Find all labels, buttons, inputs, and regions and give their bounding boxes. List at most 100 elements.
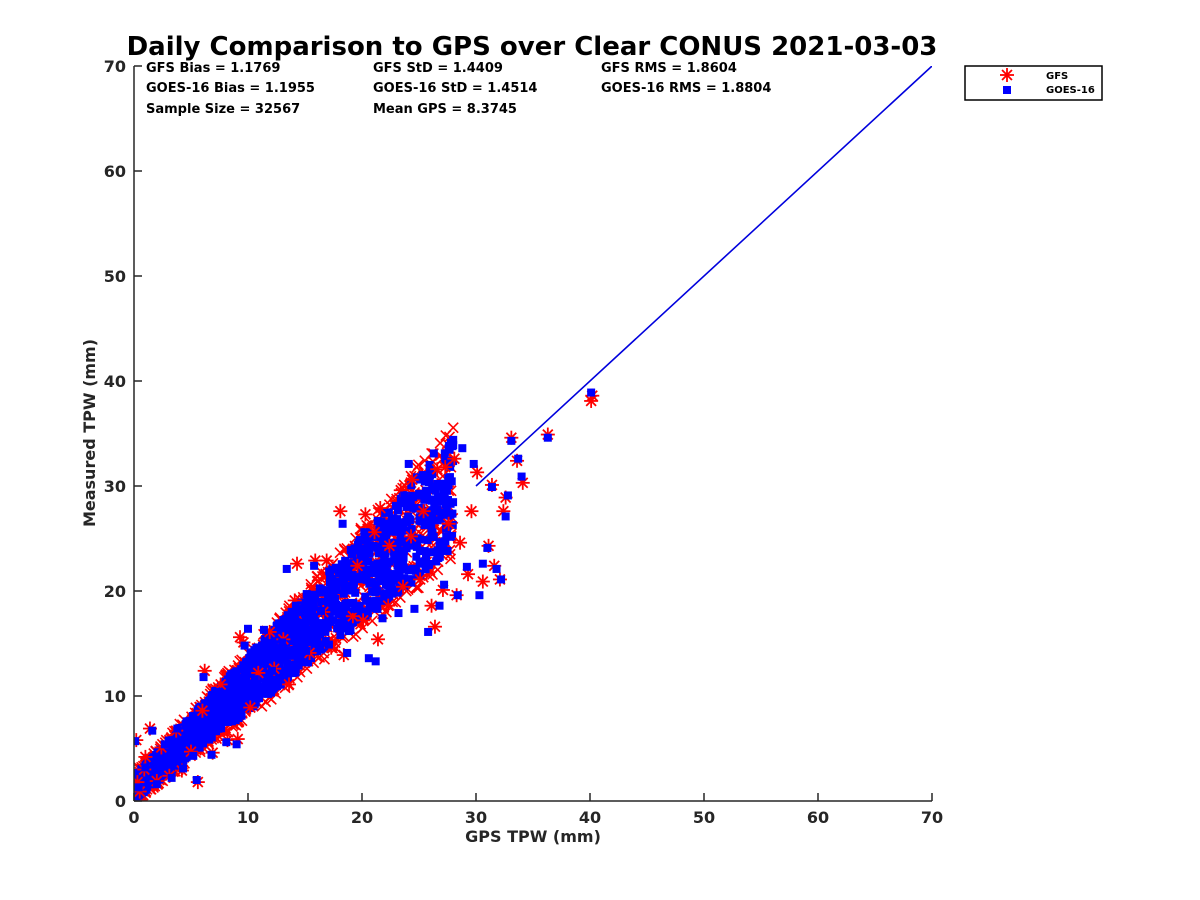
legend-marker-gfs — [1000, 68, 1014, 82]
goes16-point — [429, 449, 438, 458]
scatter-layer — [134, 388, 600, 801]
goes16-point — [458, 444, 467, 453]
goes16-point — [440, 580, 449, 589]
goes16-point — [503, 491, 512, 500]
legend-box — [964, 65, 1103, 101]
goes16-point — [404, 459, 413, 468]
goes16-point — [328, 580, 337, 589]
gfs-point — [413, 572, 428, 587]
gfs-point — [430, 462, 445, 477]
goes16-point — [338, 519, 347, 528]
goes16-point — [394, 609, 403, 618]
goes16-point — [427, 496, 436, 505]
goes16-point — [179, 764, 188, 773]
gfs-point — [382, 538, 397, 553]
legend-label-goes16: GOES-16 — [1046, 85, 1095, 96]
goes16-point — [316, 606, 325, 615]
goes16-point — [259, 625, 268, 634]
goes16-point — [240, 641, 249, 650]
goes16-point — [487, 483, 496, 492]
stat-goes16-std: GOES-16 StD = 1.4514 — [373, 81, 537, 96]
x-tick-label: 70 — [921, 808, 943, 827]
goes16-point — [475, 591, 484, 600]
goes16-point — [410, 604, 419, 613]
goes16-point — [400, 491, 409, 500]
goes16-point — [199, 673, 208, 682]
goes16-point — [381, 580, 390, 589]
goes16-point — [543, 433, 552, 442]
gfs-point — [381, 598, 396, 613]
gfs-point — [282, 677, 297, 692]
goes16-point — [214, 687, 223, 696]
goes16-point — [189, 751, 198, 760]
x-tick-label: 50 — [693, 808, 715, 827]
goes16-point — [302, 646, 311, 655]
goes16-point — [134, 737, 140, 746]
goes16-point — [492, 564, 501, 573]
goes16-point — [250, 675, 259, 684]
goes16-point — [417, 559, 426, 568]
stat-gfs-rms: GFS RMS = 1.8604 — [601, 61, 737, 76]
goes16-point — [148, 726, 157, 735]
goes16-point — [343, 648, 352, 657]
reference-line-layer — [475, 66, 932, 487]
goes16-point — [134, 783, 143, 792]
goes16-point — [232, 740, 241, 749]
y-tick-label: 60 — [104, 162, 126, 181]
ticks: 0 10 20 30 40 50 60 70 0 10 20 30 40 50 60 70 — [104, 57, 943, 827]
stat-sample-size: Sample Size = 32567 — [146, 102, 300, 117]
y-tick-label: 40 — [104, 372, 126, 391]
gfs-point — [464, 504, 479, 519]
y-tick-label: 30 — [104, 477, 126, 496]
legend: GFS GOES-16 — [964, 65, 1103, 101]
x-tick-label: 40 — [579, 808, 601, 827]
gfs-point — [475, 574, 490, 589]
y-tick-label: 70 — [104, 57, 126, 76]
goes16-point — [378, 614, 387, 623]
gfs-point — [195, 703, 210, 718]
gfs-point — [358, 507, 373, 522]
gfs-point — [438, 460, 453, 475]
chart-title: Daily Comparison to GPS over Clear CONUS… — [127, 32, 938, 62]
y-tick-label: 10 — [104, 687, 126, 706]
goes16-point — [310, 561, 319, 570]
goes16-point — [173, 724, 182, 733]
goes16-point — [449, 441, 458, 450]
goes16-point — [351, 604, 360, 613]
axes — [133, 66, 932, 802]
legend-label-gfs: GFS — [1046, 71, 1068, 82]
x-axis-label: GPS TPW (mm) — [465, 827, 601, 846]
goes16-point — [444, 444, 453, 453]
gfs-point — [396, 579, 411, 594]
goes16-point — [291, 601, 300, 610]
gfs-point — [416, 504, 431, 519]
gfs-point — [367, 525, 382, 540]
goes16-point — [483, 543, 492, 552]
gfs-point — [453, 535, 468, 550]
statistics-block: GFS Bias = 1.1769 GFS StD = 1.4409 GFS R… — [146, 61, 771, 117]
y-tick-label: 50 — [104, 267, 126, 286]
stat-goes16-rms: GOES-16 RMS = 1.8804 — [601, 81, 771, 96]
goes16-point — [141, 763, 150, 772]
goes16-point — [207, 750, 216, 759]
y-tick-label: 0 — [115, 792, 126, 811]
y-axis-label: Measured TPW (mm) — [80, 339, 99, 527]
goes16-point — [267, 666, 276, 675]
goes16-point — [435, 601, 444, 610]
gfs-point — [350, 558, 365, 573]
goes16-point — [462, 562, 471, 571]
legend-marker-goes16 — [1003, 86, 1011, 94]
gfs-point — [290, 556, 305, 571]
goes16-point — [497, 575, 506, 584]
goes16-point — [507, 436, 516, 445]
legend-markers — [1000, 68, 1014, 94]
gfs-point — [447, 451, 462, 466]
goes16-point — [278, 638, 287, 647]
stat-gfs-bias: GFS Bias = 1.1769 — [146, 61, 280, 76]
gfs-point — [370, 632, 385, 647]
gfs-point — [405, 472, 420, 487]
x-tick-label: 10 — [237, 808, 259, 827]
gfs-point — [333, 504, 348, 519]
stat-mean-gps: Mean GPS = 8.3745 — [373, 102, 517, 117]
